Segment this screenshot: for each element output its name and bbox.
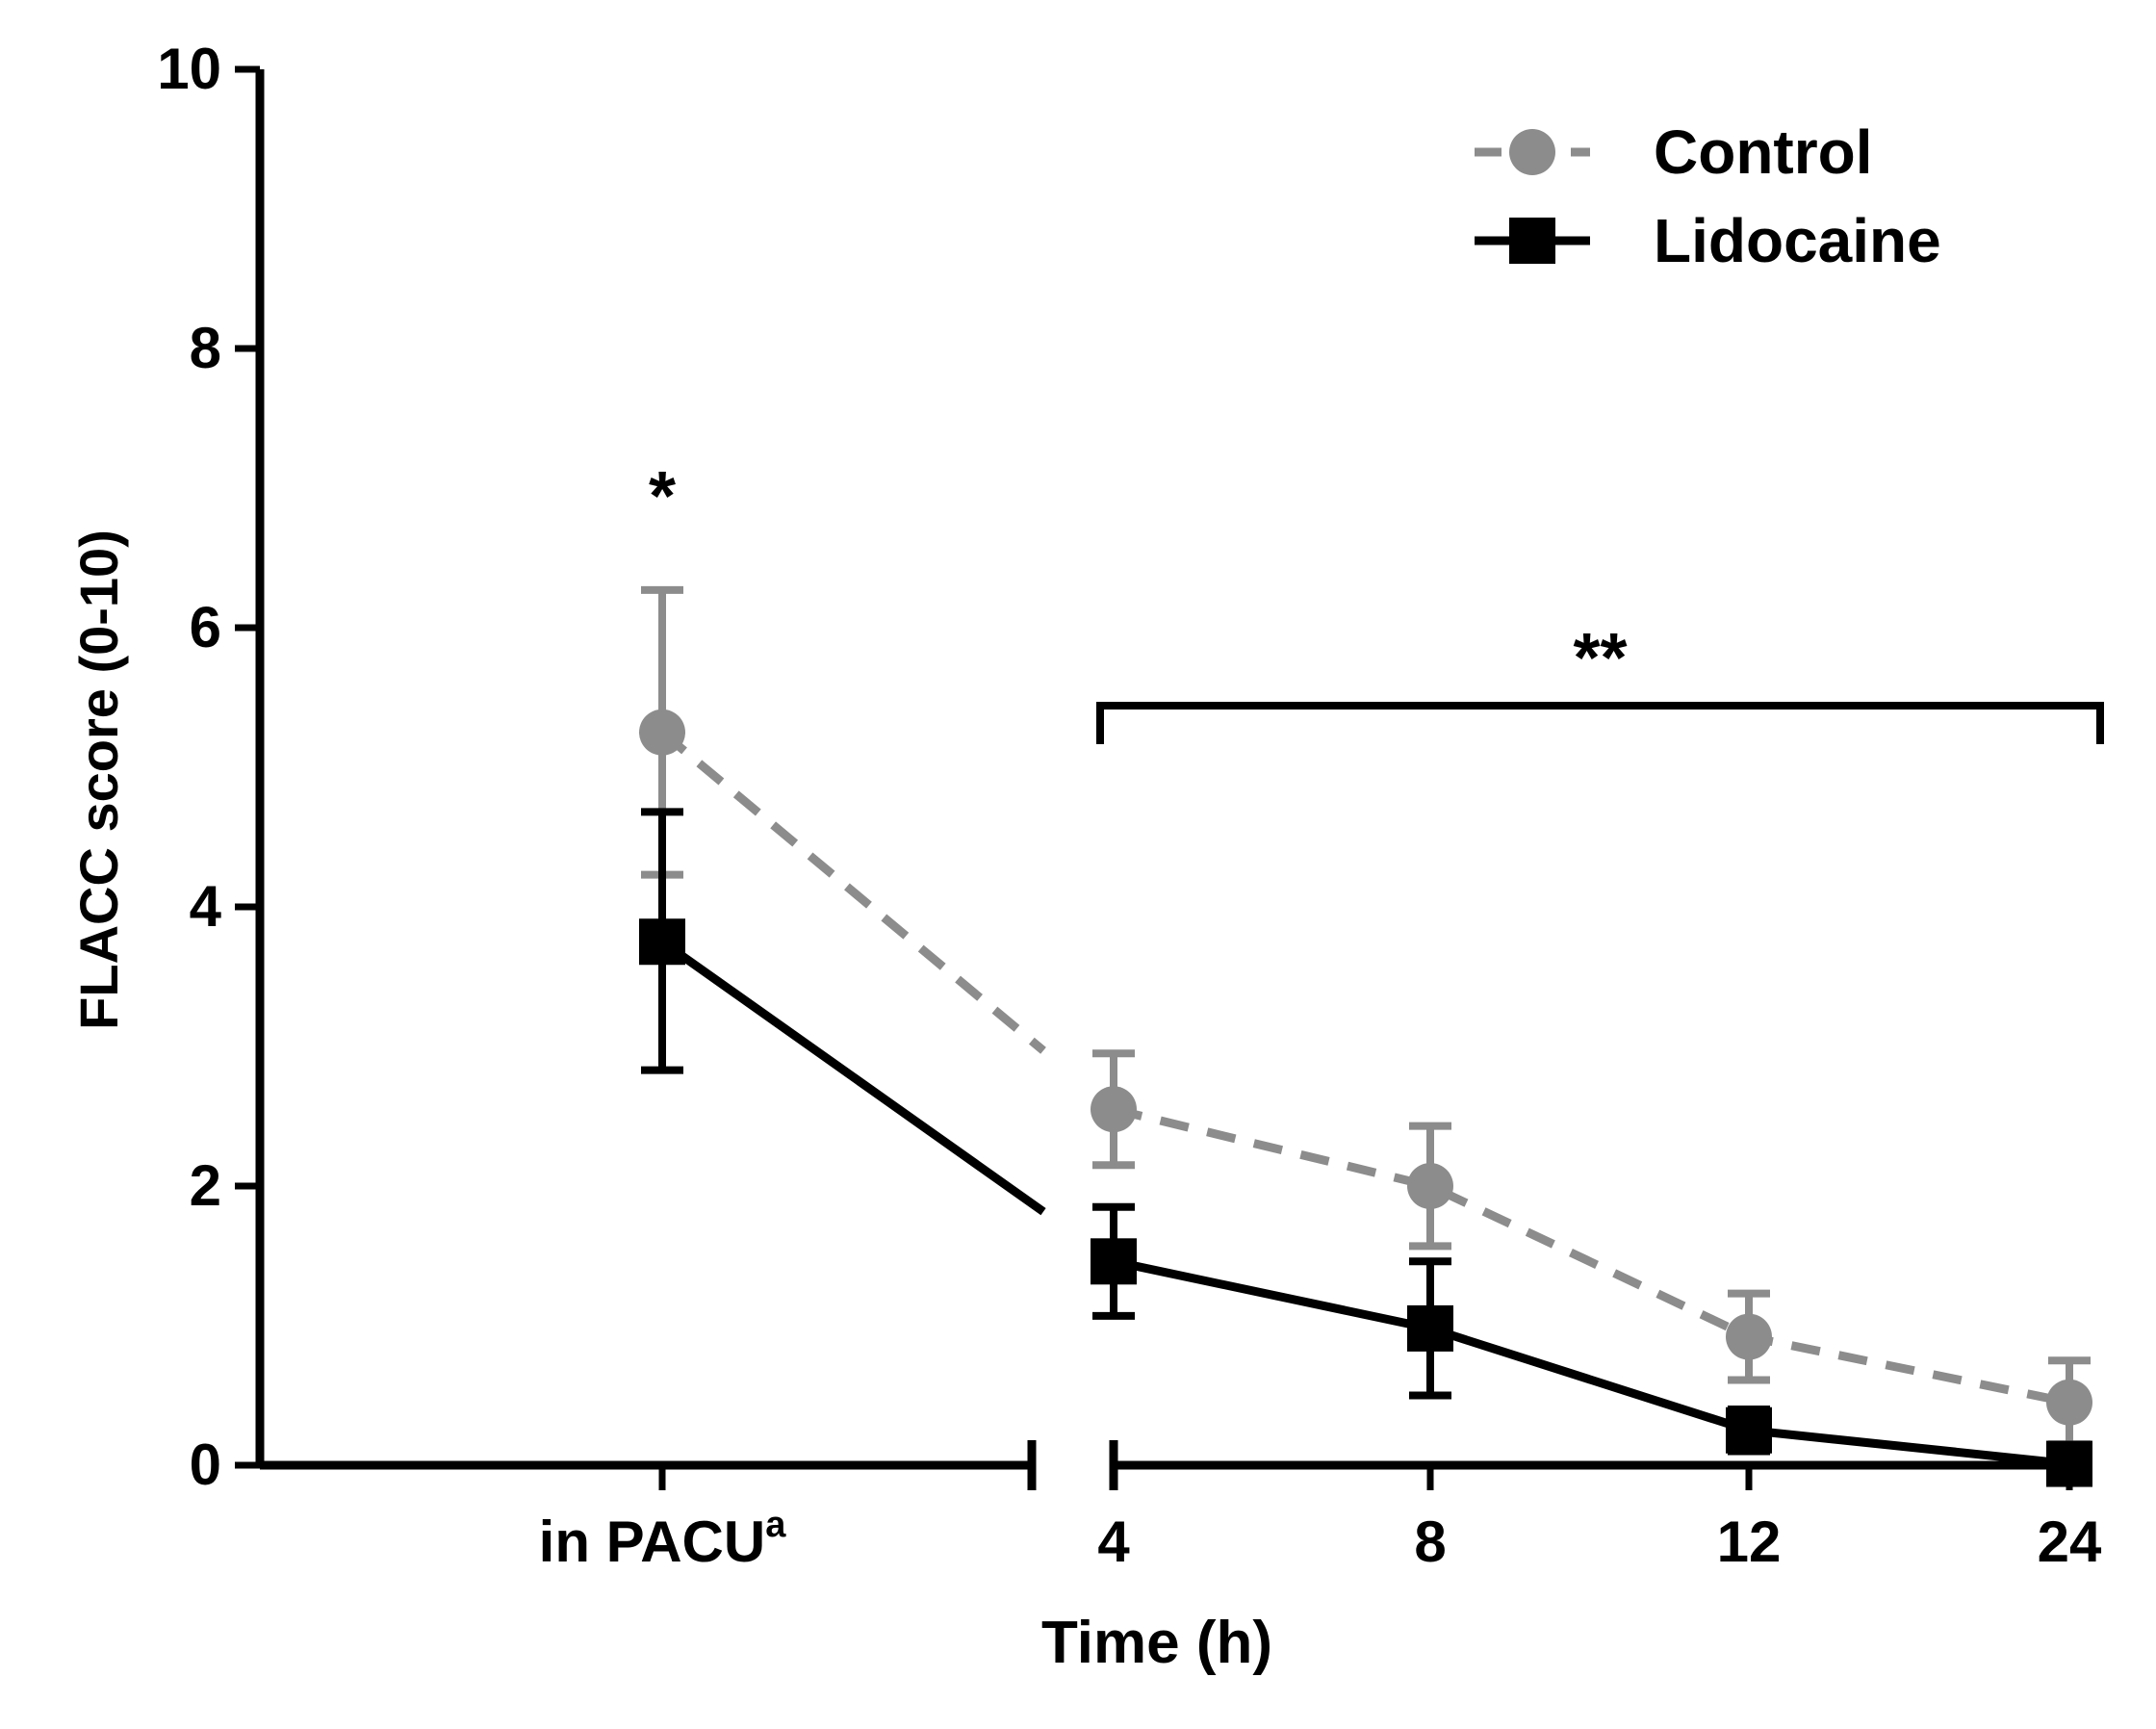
- series-line: [1113, 1256, 2070, 1469]
- y-tick-label: 2: [190, 1153, 221, 1218]
- y-tick-label: 10: [157, 37, 221, 101]
- data-point-square: [1091, 1238, 1137, 1285]
- data-point-circle: [639, 709, 685, 756]
- legend-label: Control: [1654, 117, 1873, 187]
- series-line: [1112, 1104, 2070, 1407]
- y-axis-label: FLACC score (0-10): [68, 529, 129, 1030]
- data-point-square: [1407, 1304, 1453, 1352]
- series-layer: [639, 585, 2092, 1487]
- annotation-layer: ***: [649, 458, 2104, 744]
- y-tick-label: 0: [190, 1432, 221, 1497]
- x-tick-label: 12: [1717, 1510, 1782, 1574]
- data-point-circle: [1726, 1313, 1772, 1360]
- x-tick-label: 4: [1097, 1510, 1130, 1574]
- x-tick-label: 8: [1414, 1510, 1446, 1574]
- y-tick-label: 6: [190, 595, 221, 659]
- data-point-circle: [1407, 1163, 1453, 1209]
- x-tick-label: in PACUa: [539, 1505, 787, 1574]
- y-tick-label: 4: [190, 874, 222, 939]
- data-point-circle: [2046, 1379, 2092, 1426]
- legend: Control Lidocaine: [1475, 117, 1941, 275]
- x-tick-superscript: a: [765, 1505, 786, 1545]
- legend-marker-circle: [1509, 129, 1555, 175]
- data-point-square: [1726, 1406, 1772, 1454]
- legend-label: Lidocaine: [1654, 206, 1941, 275]
- significance-star: *: [649, 458, 676, 535]
- legend-marker-square: [1509, 218, 1555, 264]
- data-point-square: [2046, 1440, 2092, 1487]
- y-tick-label: 8: [190, 316, 221, 380]
- series-line-segment: [659, 938, 1046, 1216]
- series-line-segment: [659, 729, 1046, 1054]
- data-point-square: [639, 918, 685, 966]
- x-axis-label: Time (h): [1041, 1610, 1272, 1676]
- significance-bracket: [1096, 702, 2104, 744]
- series-lidocaine: [639, 808, 2092, 1487]
- data-point-circle: [1091, 1086, 1137, 1133]
- series-control: [639, 585, 2092, 1449]
- x-tick-label: 24: [2038, 1510, 2102, 1574]
- significance-star: **: [1573, 620, 1627, 697]
